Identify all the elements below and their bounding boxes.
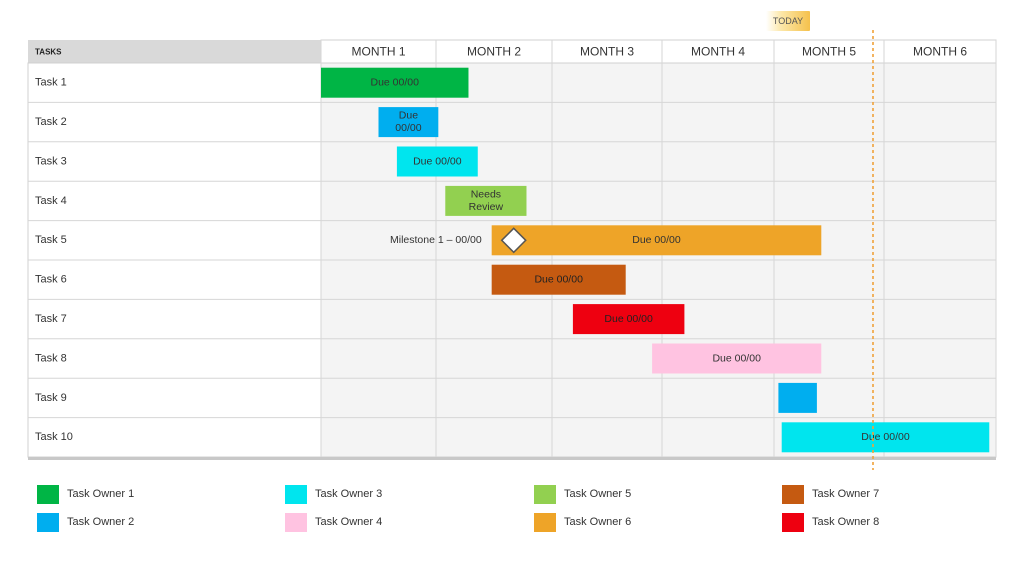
legend-item: Task Owner 5 — [534, 483, 631, 505]
task-bar-label: Due 00/00 — [413, 155, 462, 167]
legend-item: Task Owner 3 — [285, 483, 382, 505]
months-header-row — [320, 39, 997, 64]
month-tick-label: MONTH 3 — [580, 45, 634, 59]
legend-item: Task Owner 4 — [285, 511, 382, 533]
task-bar — [778, 382, 817, 413]
gantt-chart: TASKS MONTH 1 MONTH 2 MONTH 3 MONTH 4 MONTH 5… — [27, 30, 997, 470]
task-name-label: Task 4 — [35, 195, 67, 207]
legend: Task Owner 1 Task Owner 2 Task Owner 3 T… — [0, 478, 1024, 548]
legend-label: Task Owner 5 — [564, 488, 632, 500]
task-bar-label: Due 00/00 — [861, 431, 910, 443]
task-bar — [321, 67, 469, 98]
legend-label: Task Owner 2 — [67, 516, 135, 528]
task-name-label: Task 9 — [35, 392, 67, 404]
task-bar-label: 00/00 — [395, 122, 421, 134]
task-name-label: Task 2 — [35, 116, 67, 128]
task-name-label: Task 6 — [35, 274, 67, 286]
today-badge: TODAY — [766, 11, 810, 31]
legend-swatch — [285, 512, 307, 532]
task-bar-label: Review — [469, 201, 504, 213]
legend-item: Task Owner 8 — [782, 511, 879, 533]
legend-swatch — [37, 484, 59, 504]
legend-swatch — [782, 512, 804, 532]
legend-swatch — [534, 484, 556, 504]
task-bar — [652, 343, 822, 374]
task-name-label: Task 7 — [35, 313, 67, 325]
task-bar — [378, 107, 439, 138]
tasks-header-label: TASKS — [35, 48, 62, 57]
today-label: TODAY — [772, 16, 804, 26]
task-bar-label: Needs — [471, 188, 501, 200]
legend-label: Task Owner 7 — [812, 488, 880, 500]
task-bar-label: Due 00/00 — [712, 352, 761, 364]
legend-label: Task Owner 8 — [812, 516, 880, 528]
legend-swatch — [37, 512, 59, 532]
legend-item: Task Owner 2 — [37, 511, 134, 533]
task-bar-label: Due 00/00 — [534, 273, 583, 285]
month-tick-label: MONTH 2 — [467, 45, 521, 59]
task-bar — [396, 146, 478, 177]
task-name-label: Task 10 — [35, 431, 73, 443]
task-name-label: Task 1 — [35, 77, 67, 89]
legend-swatch — [534, 512, 556, 532]
milestone-label: Milestone 1 – 00/00 — [390, 234, 482, 246]
tasks-header-cell — [28, 40, 321, 63]
task-bar — [781, 422, 990, 453]
legend-item: Task Owner 1 — [37, 483, 134, 505]
task-bar-label: Due — [399, 110, 418, 122]
task-bar — [491, 264, 626, 295]
milestone-diamond — [500, 227, 527, 254]
task-bar-label: Due 00/00 — [632, 234, 681, 246]
month-tick-label: MONTH 5 — [802, 45, 856, 59]
legend-label: Task Owner 6 — [564, 516, 632, 528]
task-bar — [445, 185, 527, 216]
legend-swatch — [285, 484, 307, 504]
grid-bottom-border — [28, 457, 996, 460]
task-name-label: Task 5 — [35, 234, 67, 246]
month-tick-label: MONTH 6 — [913, 45, 967, 59]
task-name-label: Task 8 — [35, 352, 67, 364]
legend-item: Task Owner 6 — [534, 511, 631, 533]
legend-label: Task Owner 4 — [315, 516, 383, 528]
month-tick-label: MONTH 1 — [352, 45, 406, 59]
task-bar — [572, 304, 685, 335]
task-bar — [491, 225, 822, 256]
task-bar-label: Due 00/00 — [371, 76, 420, 88]
legend-label: Task Owner 3 — [315, 488, 383, 500]
legend-item: Task Owner 7 — [782, 483, 879, 505]
legend-swatch — [782, 484, 804, 504]
task-bar-label: Due 00/00 — [604, 313, 653, 325]
task-name-label: Task 3 — [35, 155, 67, 167]
month-tick-label: MONTH 4 — [691, 45, 745, 59]
legend-label: Task Owner 1 — [67, 488, 135, 500]
